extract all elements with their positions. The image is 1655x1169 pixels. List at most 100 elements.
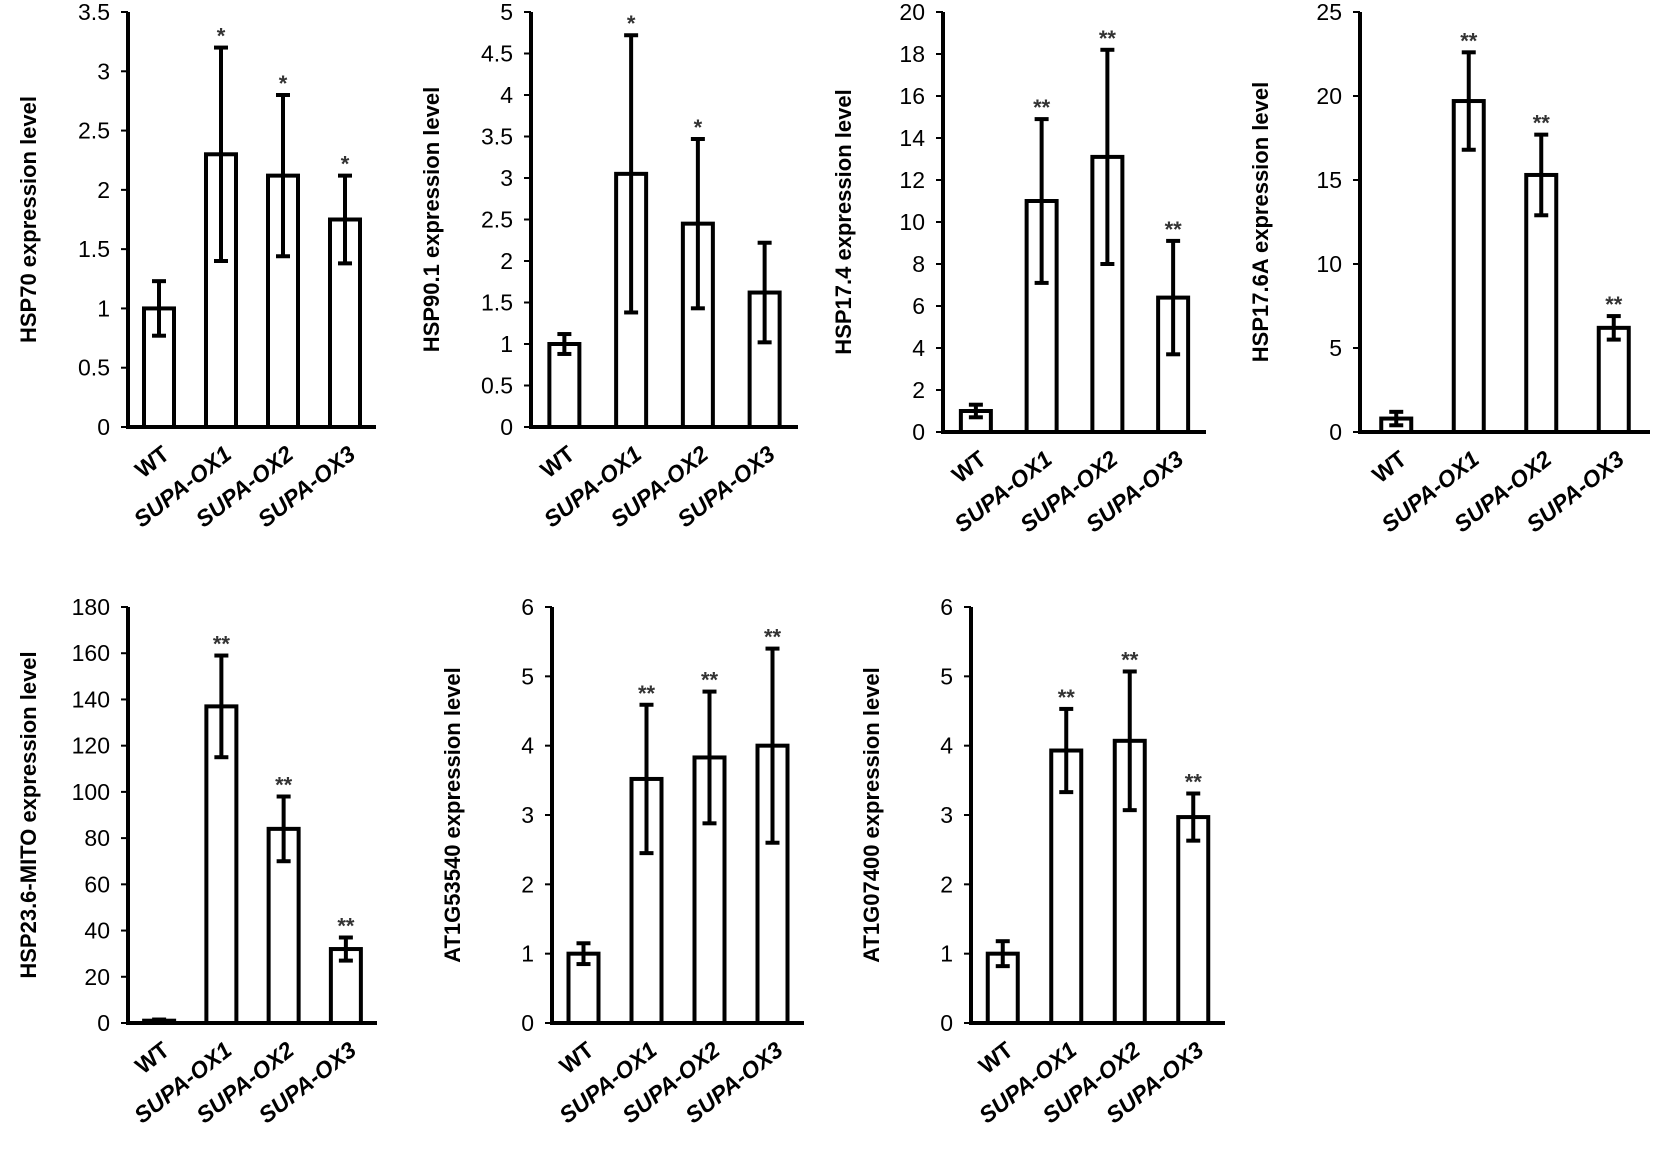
y-tick-label: 1	[500, 331, 513, 357]
y-axis-title: HSP17.6A expression level	[1248, 82, 1273, 362]
y-tick-label: 0	[1329, 419, 1342, 445]
y-tick-label: 120	[72, 733, 110, 759]
y-tick-label: 0.5	[481, 373, 513, 399]
significance-marker: *	[279, 71, 288, 96]
bar-wt	[547, 342, 582, 429]
bar-supa-ox3	[1176, 815, 1211, 1026]
y-axis-title: HSP90.1 expression level	[419, 87, 444, 352]
significance-marker: **	[213, 632, 231, 657]
significance-marker: **	[1033, 95, 1051, 120]
y-tick-label: 3.5	[481, 124, 513, 150]
y-tick-label: 100	[72, 779, 110, 805]
y-tick-label: 2	[97, 177, 110, 203]
y-tick-label: 16	[899, 83, 925, 109]
significance-marker: **	[1533, 111, 1551, 136]
significance-marker: **	[1605, 292, 1623, 317]
y-tick-label: 20	[1316, 83, 1342, 109]
y-tick-label: 0.5	[78, 355, 110, 381]
y-tick-label: 3.5	[78, 0, 110, 25]
y-axis-title: HSP70 expression level	[16, 96, 41, 343]
y-tick-label: 60	[84, 871, 110, 897]
y-axis-title: HSP17.4 expression level	[831, 89, 856, 354]
x-category-label: WT	[130, 1036, 174, 1079]
significance-marker: **	[337, 913, 355, 938]
y-tick-label: 5	[1329, 335, 1342, 361]
y-tick-label: 2.5	[78, 118, 110, 144]
significance-marker: *	[341, 152, 350, 177]
significance-marker: *	[627, 11, 636, 36]
x-category-label: WT	[974, 1036, 1018, 1079]
y-tick-label: 15	[1316, 167, 1342, 193]
y-tick-label: 2	[940, 871, 953, 897]
y-axis-title: HSP23.6-MITO expression level	[16, 651, 41, 978]
y-tick-label: 2	[500, 248, 513, 274]
y-tick-label: 10	[1316, 251, 1342, 277]
significance-marker: **	[1099, 26, 1117, 51]
y-tick-label: 4.5	[481, 41, 513, 67]
y-tick-label: 40	[84, 918, 110, 944]
significance-marker: **	[638, 681, 656, 706]
y-tick-label: 1	[97, 295, 110, 321]
significance-marker: **	[1058, 685, 1076, 710]
significance-marker: **	[1185, 770, 1203, 795]
significance-marker: *	[694, 115, 703, 140]
y-tick-label: 10	[899, 209, 925, 235]
y-tick-label: 4	[500, 82, 513, 108]
y-tick-label: 3	[500, 165, 513, 191]
y-tick-label: 4	[912, 335, 925, 361]
y-tick-label: 6	[912, 293, 925, 319]
x-category-label: WT	[554, 1036, 598, 1079]
significance-marker: **	[275, 773, 293, 798]
significance-marker: **	[764, 625, 782, 650]
y-tick-label: 1.5	[481, 290, 513, 316]
y-tick-label: 0	[97, 1010, 110, 1036]
significance-marker: **	[1165, 217, 1183, 242]
y-tick-label: 5	[940, 663, 953, 689]
bar-wt	[566, 951, 601, 1026]
bar-supa-ox3	[1596, 325, 1631, 434]
y-tick-label: 3	[97, 58, 110, 84]
x-category-label: WT	[947, 445, 991, 488]
y-tick-label: 2	[521, 871, 534, 897]
y-tick-label: 14	[899, 125, 925, 151]
chart-panel-2: 0 0.5 1 1.5 2 2.5 3 3.5 4 4.5 5 HSP90.1 expression …	[419, 0, 798, 532]
y-tick-label: 25	[1316, 0, 1342, 25]
y-tick-label: 1.5	[78, 236, 110, 262]
chart-panel-3: 0 2 4 6 8 10 12 14 16 18 20 HSP17.4 expression leve…	[831, 0, 1206, 537]
y-tick-label: 1	[940, 941, 953, 967]
y-tick-label: 12	[899, 167, 925, 193]
y-tick-label: 0	[500, 414, 513, 440]
bar-supa-ox2	[680, 221, 715, 429]
y-tick-label: 180	[72, 594, 110, 620]
chart-panel-5: 0 20 40 60 80 100 120 140 160 180 HSP23.6-MITO exp…	[16, 594, 377, 1128]
y-tick-label: 4	[521, 733, 534, 759]
y-tick-label: 6	[521, 594, 534, 620]
y-tick-label: 2.5	[481, 207, 513, 233]
y-tick-label: 2	[912, 377, 925, 403]
y-tick-label: 8	[912, 251, 925, 277]
y-axis-title: AT1G53540 expression level	[440, 667, 465, 963]
bar-supa-ox2	[1524, 172, 1559, 435]
x-category-label: WT	[535, 440, 579, 483]
x-category-label: WT	[1367, 445, 1411, 488]
y-tick-label: 18	[899, 41, 925, 67]
significance-marker: **	[701, 668, 719, 693]
y-tick-label: 0	[97, 414, 110, 440]
y-tick-label: 0	[521, 1010, 534, 1036]
y-tick-label: 5	[521, 663, 534, 689]
y-tick-label: 4	[940, 733, 953, 759]
y-tick-label: 0	[912, 419, 925, 445]
y-axis-title: AT1G07400 expression level	[859, 667, 884, 963]
y-tick-label: 80	[84, 825, 110, 851]
x-category-label: WT	[130, 440, 174, 483]
significance-marker: *	[217, 24, 226, 49]
y-tick-label: 3	[940, 802, 953, 828]
y-tick-label: 3	[521, 802, 534, 828]
y-tick-label: 160	[72, 640, 110, 666]
y-tick-label: 20	[899, 0, 925, 25]
significance-marker: **	[1460, 28, 1478, 53]
